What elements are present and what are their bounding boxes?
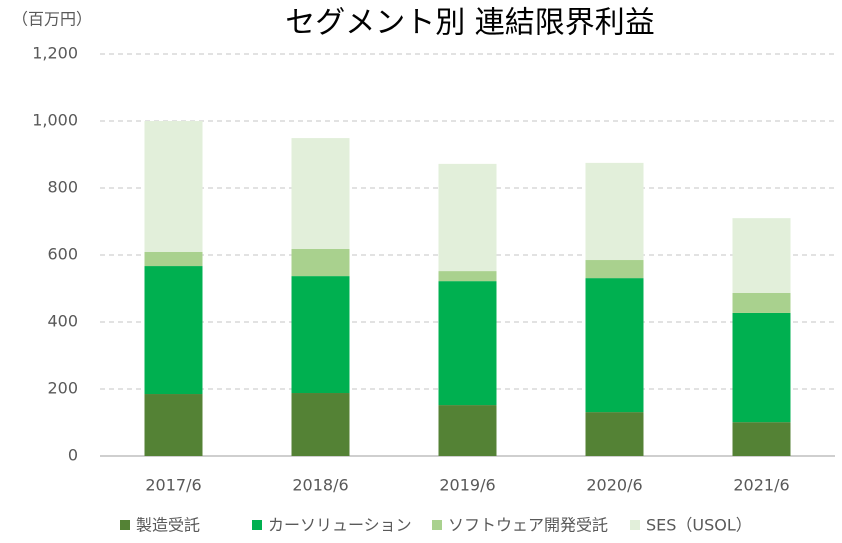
bar-segment <box>585 412 644 456</box>
bar-segment <box>438 271 497 282</box>
bar-segment <box>291 138 350 249</box>
bar-segment <box>291 276 350 394</box>
legend-swatch <box>120 520 130 530</box>
y-tick-label: 1,200 <box>32 44 78 63</box>
x-tick-label: 2017/6 <box>145 476 201 495</box>
bar-segment <box>291 248 350 277</box>
chart-title: セグメント別 連結限界利益 <box>285 6 655 41</box>
y-tick-label: 200 <box>47 379 78 398</box>
y-tick-label: 0 <box>68 446 78 465</box>
bar-segment <box>144 251 203 267</box>
bar-segment <box>144 394 203 456</box>
legend-swatch <box>630 520 640 530</box>
y-tick-label: 800 <box>47 178 78 197</box>
bar-segment <box>732 292 791 313</box>
legend-swatch <box>252 520 262 530</box>
bar-segment <box>144 266 203 395</box>
legend-label: カーソリューション <box>268 516 412 535</box>
y-axis-label: （百万円） <box>12 10 92 29</box>
bar-segment <box>291 393 350 456</box>
bar-segment <box>585 162 644 261</box>
bar-segment <box>732 312 791 423</box>
bar-segment <box>438 281 497 406</box>
y-tick-label: 1,000 <box>32 111 78 130</box>
legend-label: ソフトウェア開発受託 <box>448 516 608 535</box>
bar-segment <box>144 121 203 252</box>
x-tick-label: 2018/6 <box>292 476 348 495</box>
bar-segment <box>732 218 791 293</box>
bar-segment <box>438 163 497 272</box>
y-tick-label: 400 <box>47 312 78 331</box>
legend-label: 製造受託 <box>136 516 200 535</box>
legend-swatch <box>432 520 442 530</box>
x-tick-label: 2019/6 <box>439 476 495 495</box>
x-tick-label: 2020/6 <box>586 476 642 495</box>
bar-segment <box>585 278 644 413</box>
y-tick-label: 600 <box>47 245 78 264</box>
legend-label: SES（USOL） <box>646 516 752 535</box>
bar-segment <box>585 260 644 279</box>
x-tick-label: 2021/6 <box>733 476 789 495</box>
bar-segment <box>732 422 791 456</box>
bar-segment <box>438 405 497 456</box>
